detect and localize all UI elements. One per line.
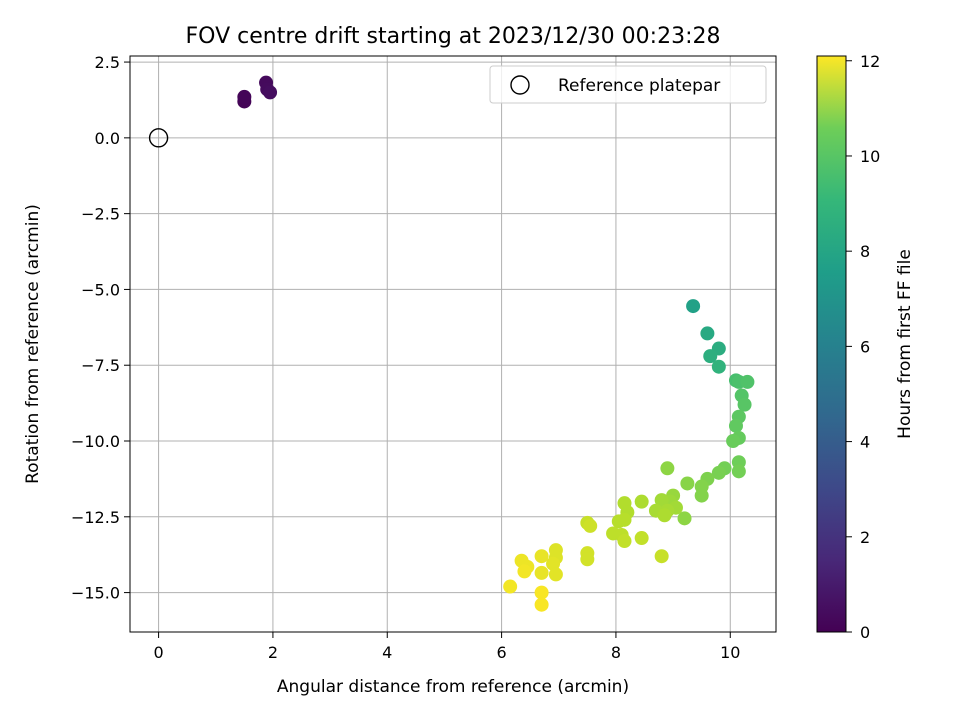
data-point [728, 418, 743, 433]
data-point [548, 567, 563, 582]
colorbar-ticks: 0 2 4 6 8 10 12 [846, 52, 880, 642]
data-point [660, 461, 675, 476]
x-tick-label: 10 [720, 643, 740, 662]
data-point [654, 549, 669, 564]
data-point [617, 534, 632, 549]
data-point [711, 359, 726, 374]
y-axis-label: Rotation from reference (arcmin) [23, 204, 43, 484]
data-point [580, 552, 595, 567]
data-point [634, 531, 649, 546]
x-tick-label: 6 [496, 643, 506, 662]
data-point [686, 299, 701, 314]
data-point [700, 326, 715, 341]
x-axis: 0 2 4 6 8 10 [153, 632, 740, 662]
colorbar-tick-label: 12 [860, 52, 880, 71]
data-point [680, 476, 695, 491]
y-tick-label: −10.0 [71, 432, 120, 451]
x-tick-label: 8 [611, 643, 621, 662]
data-point [694, 488, 709, 503]
y-tick-label: −12.5 [71, 508, 120, 527]
legend-box [489, 65, 767, 104]
data-point [546, 556, 561, 571]
colorbar-tick-label: 0 [860, 623, 870, 642]
data-point [634, 494, 649, 509]
data-point [237, 89, 252, 104]
data-point [534, 565, 549, 580]
y-tick-label: 2.5 [95, 53, 120, 72]
data-point [731, 464, 746, 479]
data-point [726, 434, 741, 449]
chart-title: FOV centre drift starting at 2023/12/30 … [186, 24, 721, 49]
colorbar-tick-label: 6 [860, 337, 870, 356]
data-point [737, 397, 752, 412]
x-tick-label: 0 [153, 643, 163, 662]
colorbar-gradient [816, 55, 847, 633]
legend-entry: Reference platepar [558, 76, 720, 96]
reference-platepar-marker [148, 128, 169, 148]
grid [130, 56, 776, 632]
data-point [263, 85, 278, 100]
x-tick-label: 2 [268, 643, 278, 662]
data-point [583, 518, 598, 533]
data-point [703, 349, 718, 364]
data-point [654, 493, 669, 508]
data-point [740, 374, 755, 389]
x-tick-label: 4 [382, 643, 392, 662]
data-point [534, 597, 549, 612]
colorbar-tick-label: 10 [860, 147, 880, 166]
data-point [611, 514, 626, 529]
y-tick-label: −15.0 [71, 584, 120, 603]
data-point [711, 465, 726, 480]
colorbar-label: Hours from first FF file [895, 249, 915, 439]
colorbar-tick-label: 2 [860, 528, 870, 547]
colorbar-tick-label: 4 [860, 433, 870, 452]
y-axis: 2.5 0.0 −2.5 −5.0 −7.5 −10.0 −12.5 −15.0 [71, 53, 130, 603]
data-point [534, 549, 549, 564]
data-point [517, 564, 532, 579]
y-tick-label: 0.0 [95, 129, 120, 148]
legend-marker [510, 75, 530, 95]
x-axis-label: Angular distance from reference (arcmin) [277, 677, 629, 697]
y-tick-label: −5.0 [81, 280, 120, 299]
plot-frame [129, 55, 777, 633]
y-tick-label: −7.5 [81, 356, 120, 375]
colorbar: 0 2 4 6 8 10 12 Hours from first FF file [816, 52, 915, 642]
y-tick-label: −2.5 [81, 205, 120, 224]
colorbar-tick-label: 8 [860, 242, 870, 261]
data-point [677, 511, 692, 526]
data-point [534, 585, 549, 600]
data-point [503, 579, 518, 594]
data-point [657, 508, 672, 523]
legend: Reference platepar [489, 65, 767, 104]
data-points [237, 75, 755, 612]
